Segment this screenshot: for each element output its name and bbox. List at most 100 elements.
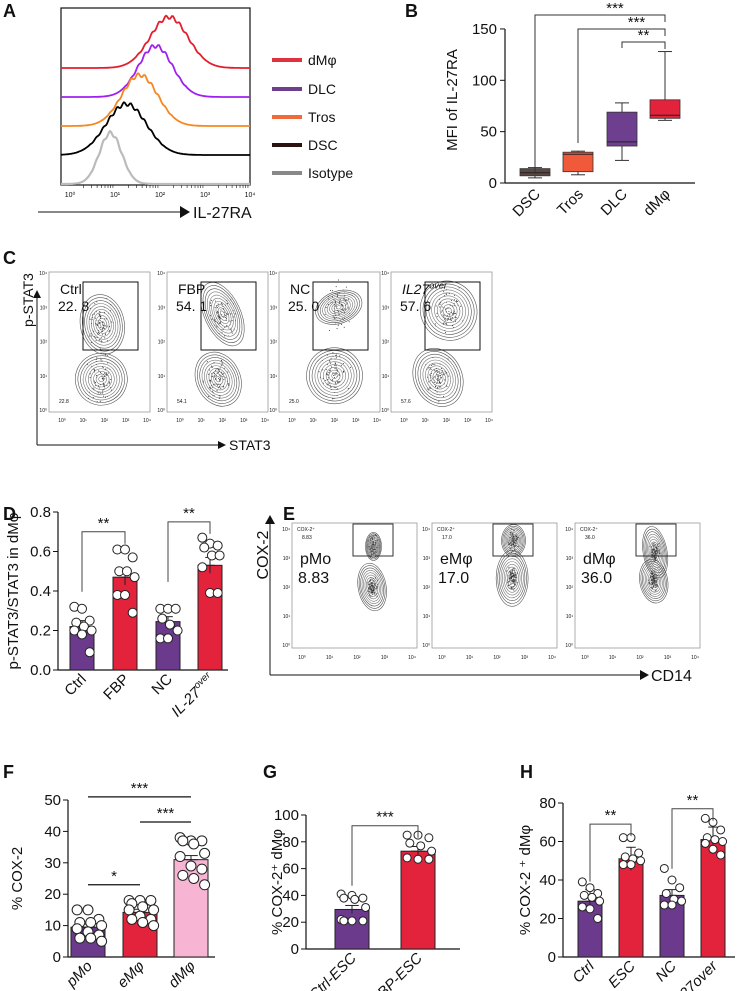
x-tick-label: eMφ: [114, 958, 148, 991]
event-dot: [328, 298, 330, 300]
contour-line: [436, 298, 461, 323]
event-dot: [217, 384, 219, 386]
sample-label: FBP: [178, 281, 205, 297]
contour-line: [204, 288, 241, 340]
data-point: [74, 932, 86, 944]
x-tick-label: IL-27over: [168, 670, 219, 721]
event-dot: [439, 306, 441, 308]
event-dot: [340, 364, 342, 366]
legend-label: dMφ: [308, 52, 337, 68]
contour-line: [322, 294, 356, 320]
event-dot: [511, 581, 513, 583]
contour-line: [211, 297, 234, 331]
event-dot: [653, 557, 655, 559]
event-dot: [327, 379, 329, 381]
data-point: [199, 847, 211, 859]
event-dot: [333, 310, 335, 312]
event-dot: [344, 308, 346, 310]
event-dot: [336, 368, 338, 370]
data-point: [358, 916, 368, 926]
event-dot: [371, 584, 373, 586]
event-dot: [445, 294, 447, 296]
event-dot: [223, 372, 225, 374]
panel-label-a: A: [3, 1, 16, 21]
event-dot: [228, 327, 230, 329]
event-dot: [336, 293, 338, 295]
event-dot: [654, 557, 656, 559]
event-dot: [223, 311, 225, 313]
data-point: [577, 877, 587, 887]
event-dot: [655, 581, 657, 583]
y-tick-label: 60: [539, 834, 556, 851]
y-tick-label: 80: [282, 834, 299, 851]
event-dot: [101, 327, 103, 329]
contour-line: [367, 579, 377, 595]
event-dot: [223, 379, 225, 381]
event-dot: [653, 545, 655, 547]
data-point: [77, 603, 87, 614]
event-dot: [100, 340, 102, 342]
event-dot: [99, 320, 101, 322]
event-dot: [448, 375, 450, 377]
event-dot: [330, 363, 332, 365]
event-dot: [318, 371, 320, 373]
significance-bracket: [621, 41, 666, 49]
contour-line: [99, 321, 105, 328]
contour-line: [425, 286, 472, 335]
superscript: over: [429, 280, 448, 290]
contour-line: [206, 365, 231, 393]
panel-label-c: C: [3, 248, 16, 268]
contour-line: [647, 536, 664, 568]
x-tick-label: 10⁰: [400, 418, 408, 424]
data-point: [199, 879, 211, 891]
contour-line: [98, 376, 105, 383]
data-point: [86, 625, 97, 636]
event-dot: [510, 574, 512, 576]
event-dot: [331, 302, 333, 304]
event-dot: [330, 357, 332, 359]
event-dot: [653, 544, 655, 546]
event-dot: [512, 550, 514, 552]
event-dot: [507, 585, 509, 587]
event-dot: [346, 303, 348, 305]
y-tick-label: 10⁴: [422, 527, 430, 533]
y-tick-label: 10²: [423, 585, 431, 591]
contour-line: [213, 373, 224, 385]
event-dot: [513, 545, 515, 547]
event-dot: [454, 319, 456, 321]
event-dot: [435, 305, 437, 307]
x-tick-label: 10⁴: [261, 418, 269, 424]
event-dot: [439, 386, 441, 388]
event-dot: [648, 579, 650, 581]
event-dot: [652, 580, 654, 582]
event-dot: [325, 379, 327, 381]
x-tick-label: 10²: [219, 418, 227, 424]
gate-percentage: 25. 0: [288, 298, 319, 314]
histogram-curve-Isotype: [61, 129, 250, 186]
event-dot: [339, 302, 341, 304]
x-tick-label: Ctrl: [569, 957, 598, 986]
event-dot: [343, 326, 345, 328]
event-dot: [347, 387, 349, 389]
data-point: [636, 856, 646, 866]
significance-bracket: [671, 808, 714, 869]
contour-line: [510, 537, 517, 545]
y-tick-label: 10²: [283, 585, 291, 591]
event-dot: [110, 389, 112, 391]
event-dot: [370, 596, 372, 598]
event-dot: [210, 305, 212, 307]
data-point: [214, 550, 225, 561]
event-dot: [512, 537, 514, 539]
event-dot: [373, 536, 375, 538]
event-dot: [327, 377, 329, 379]
event-dot: [450, 320, 452, 322]
event-dot: [106, 340, 108, 342]
contour-line: [644, 531, 666, 574]
contour-line: [650, 576, 657, 586]
event-dot: [654, 574, 656, 576]
event-dot: [214, 321, 216, 323]
event-dot: [513, 589, 515, 591]
event-dot: [220, 309, 222, 311]
event-dot: [102, 367, 104, 369]
event-dot: [438, 382, 440, 384]
